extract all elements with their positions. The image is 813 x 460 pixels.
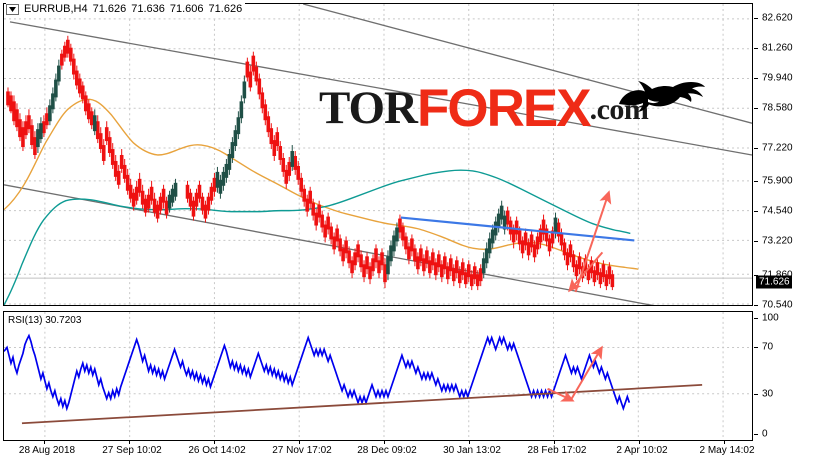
price-axis[interactable]: 82.620 81.260 79.940 78.580 77.220 75.90… — [754, 3, 813, 311]
rsi-axis-label: 30 — [762, 388, 774, 400]
quote-high: 71.636 — [131, 3, 165, 15]
rsi-axis-label: 0 — [762, 428, 768, 440]
symbol-name: EURRUB,H4 — [24, 3, 88, 15]
price-tick — [754, 181, 758, 182]
rsi-chart-canvas — [4, 312, 752, 440]
rsi-axis-label: 100 — [762, 312, 779, 324]
channel-upper-line — [9, 21, 752, 156]
rsi-indicator-pane[interactable] — [3, 311, 753, 441]
price-axis-label: 75.900 — [762, 175, 793, 187]
rsi-tick — [754, 318, 758, 319]
price-tick — [754, 48, 758, 49]
time-axis-label: 26 Oct 14:02 — [188, 445, 246, 456]
time-axis-label: 2 Apr 10:02 — [616, 445, 668, 456]
price-tick — [754, 211, 758, 212]
channel-extra-line — [303, 4, 752, 124]
quote-low: 71.606 — [169, 3, 204, 15]
price-axis-label: 82.620 — [762, 12, 793, 24]
channel-mid-line — [4, 184, 655, 305]
candlestick-series — [6, 35, 615, 291]
rsi-axis-label: 70 — [762, 341, 774, 353]
ma-teal-line — [4, 169, 631, 305]
price-tick — [754, 78, 758, 79]
forecast-arrow-up — [574, 190, 612, 293]
time-axis[interactable]: 28 Aug 2018 27 Sep 10:02 26 Oct 14:02 27… — [3, 441, 755, 460]
price-tick — [754, 18, 758, 19]
rsi-support-line — [21, 383, 703, 425]
price-axis-label: 71.860 — [762, 270, 793, 281]
price-axis-label: 73.220 — [762, 235, 793, 247]
price-tick — [754, 305, 758, 306]
time-tick — [299, 441, 300, 444]
symbol-header: EURRUB,H4 71.626 71.636 71.606 71.626 — [6, 3, 246, 16]
blue-resistance-line — [400, 216, 635, 242]
price-axis-label: 70.540 — [762, 299, 793, 311]
price-tick — [754, 108, 758, 109]
time-tick — [639, 441, 640, 444]
current-price-tag: 71.626 — [756, 275, 792, 289]
rsi-gridlines — [4, 312, 752, 440]
quote-close: 71.626 — [208, 3, 243, 15]
price-axis-label: 77.220 — [762, 142, 793, 154]
time-tick — [469, 441, 470, 444]
price-chart-canvas — [4, 4, 752, 305]
time-axis-label: 27 Nov 17:02 — [272, 445, 332, 456]
time-tick — [724, 441, 725, 444]
rsi-arrow-down — [547, 387, 575, 402]
rsi-tick — [754, 434, 758, 435]
time-tick — [129, 441, 130, 444]
time-tick — [214, 441, 215, 444]
time-tick — [384, 441, 385, 444]
rsi-line — [4, 333, 631, 412]
time-tick — [554, 441, 555, 444]
price-vertical-gridlines — [44, 4, 724, 305]
price-axis-label: 79.940 — [762, 72, 793, 84]
rsi-tick — [754, 347, 758, 348]
quote-open: 71.626 — [92, 3, 127, 15]
price-axis-label: 74.540 — [762, 205, 793, 217]
forecast-arrow-down — [568, 251, 604, 293]
forecast-arrows — [568, 190, 612, 293]
rsi-arrow-up — [569, 345, 603, 402]
ma-orange-line — [4, 98, 639, 270]
rsi-axis[interactable]: 100 70 30 0 — [754, 311, 813, 441]
rsi-header-label: RSI(13) 30.7203 — [8, 315, 82, 327]
time-axis-label: 28 Feb 17:02 — [527, 445, 587, 456]
price-axis-label: 81.260 — [762, 42, 793, 54]
time-axis-label: 30 Jan 13:02 — [443, 445, 501, 456]
time-axis-label: 28 Dec 09:02 — [357, 445, 417, 456]
time-axis-label: 2 May 14:02 — [699, 445, 755, 456]
time-axis-label: 28 Aug 2018 — [18, 445, 76, 456]
time-axis-label: 27 Sep 10:02 — [102, 445, 162, 456]
price-tick — [754, 148, 758, 149]
rsi-forecast-arrows — [547, 345, 603, 402]
price-axis-label: 78.580 — [762, 102, 793, 114]
price-tick — [754, 241, 758, 242]
chevron-down-icon[interactable] — [6, 4, 19, 15]
rsi-tick — [754, 394, 758, 395]
price-chart-pane[interactable]: TOR FOREX .com — [3, 3, 753, 306]
time-tick — [44, 441, 45, 444]
